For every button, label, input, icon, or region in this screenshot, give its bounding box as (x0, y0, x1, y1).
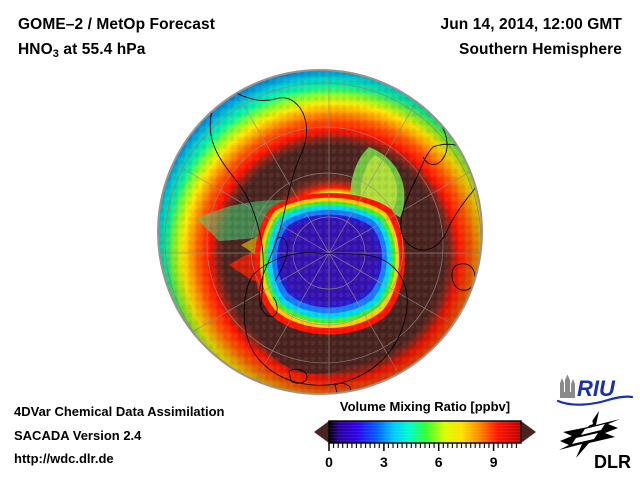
riu-logo: RIU (556, 374, 634, 406)
instrument-title: GOME–2 / MetOp Forecast (18, 16, 215, 33)
limb-shading (158, 70, 482, 394)
colorbar-tick-label: 3 (380, 454, 388, 470)
colorbar-tick-labels: 0 3 6 9 (325, 454, 498, 470)
polar-projection-map (157, 69, 483, 395)
colorbar-block: Volume Mixing Ratio [ppbv] (312, 399, 538, 475)
species-subscript: 3 (52, 48, 59, 60)
colorbar-minor-ticks (333, 443, 517, 448)
colorbar-title: Volume Mixing Ratio [ppbv] (339, 399, 511, 414)
dlr-emblem-icon (559, 411, 620, 458)
colorbar-tick-label: 9 (490, 454, 498, 470)
colorbar-tick-label: 6 (435, 454, 443, 470)
colorbar-tick-label: 0 (325, 454, 333, 470)
timestamp-label: Jun 14, 2014, 12:00 GMT (440, 16, 622, 33)
colorbar-texture (329, 421, 521, 443)
globe-outline (157, 69, 483, 395)
species-name: HNO (18, 41, 53, 58)
riu-wordmark: RIU (577, 376, 616, 401)
dlr-logo: DLR (558, 410, 634, 472)
riu-wave-icon (556, 395, 634, 406)
riu-tower-icon (560, 374, 575, 398)
colorbar-major-ticks (328, 443, 495, 451)
hemisphere-label: Southern Hemisphere (459, 41, 622, 58)
species-level-title: HNO3 at 55.4 hPa (18, 37, 348, 67)
header-left-block: GOME–2 / MetOp Forecast HNO3 at 55.4 hPa (18, 12, 348, 67)
footer-credits-block: 4DVar Chemical Data Assimilation SACADA … (14, 400, 314, 471)
method-label: 4DVar Chemical Data Assimilation (14, 404, 225, 419)
dlr-wordmark: DLR (594, 452, 631, 472)
colorbar-over-arrow (521, 421, 536, 443)
version-label: SACADA Version 2.4 (14, 427, 142, 443)
header-right-block: Jun 14, 2014, 12:00 GMT Southern Hemisph… (322, 12, 622, 62)
website-url[interactable]: http://wdc.dlr.de (14, 451, 114, 466)
colorbar-under-arrow (314, 421, 329, 443)
pressure-level: at 55.4 hPa (58, 41, 146, 58)
